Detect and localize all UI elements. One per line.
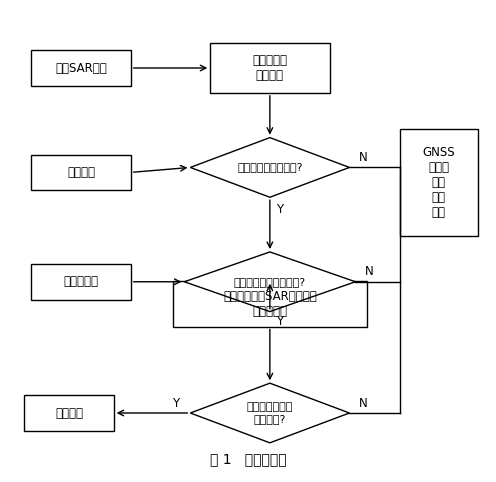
Bar [210, 43, 329, 93]
Text: N: N [359, 397, 368, 410]
Bar [31, 50, 130, 86]
Text: 传播路径: 传播路径 [67, 166, 95, 179]
Text: 计算接收机
接收功率: 计算接收机 接收功率 [252, 54, 287, 82]
Bar [400, 129, 478, 236]
Bar [31, 155, 130, 190]
Text: N: N [359, 151, 368, 164]
Text: Y: Y [172, 397, 179, 410]
Text: 计算新增高轨SAR信号后的
等效载噪比: 计算新增高轨SAR信号后的 等效载噪比 [223, 290, 317, 318]
Text: Y: Y [276, 315, 283, 328]
Text: 接收机参数: 接收机参数 [63, 275, 99, 288]
Text: GNSS
接收机
无法
正常
工作: GNSS 接收机 无法 正常 工作 [423, 146, 455, 219]
Text: 低于接收机压缩点门限?: 低于接收机压缩点门限? [234, 277, 306, 287]
Text: 低于接收机烧毁门限?: 低于接收机烧毁门限? [237, 162, 303, 173]
Bar [31, 264, 130, 300]
Text: 等效载噪比变化
低于门限?: 等效载噪比变化 低于门限? [247, 402, 293, 424]
Text: N: N [365, 265, 373, 278]
Polygon shape [190, 137, 349, 197]
Text: 分析结果: 分析结果 [55, 406, 83, 419]
Bar [24, 395, 114, 431]
Text: Y: Y [276, 203, 283, 215]
Bar [173, 281, 367, 326]
Text: 图 1   评估流程图: 图 1 评估流程图 [210, 452, 286, 466]
Text: 高轨SAR参数: 高轨SAR参数 [55, 62, 107, 75]
Polygon shape [190, 383, 349, 443]
Polygon shape [185, 252, 355, 311]
